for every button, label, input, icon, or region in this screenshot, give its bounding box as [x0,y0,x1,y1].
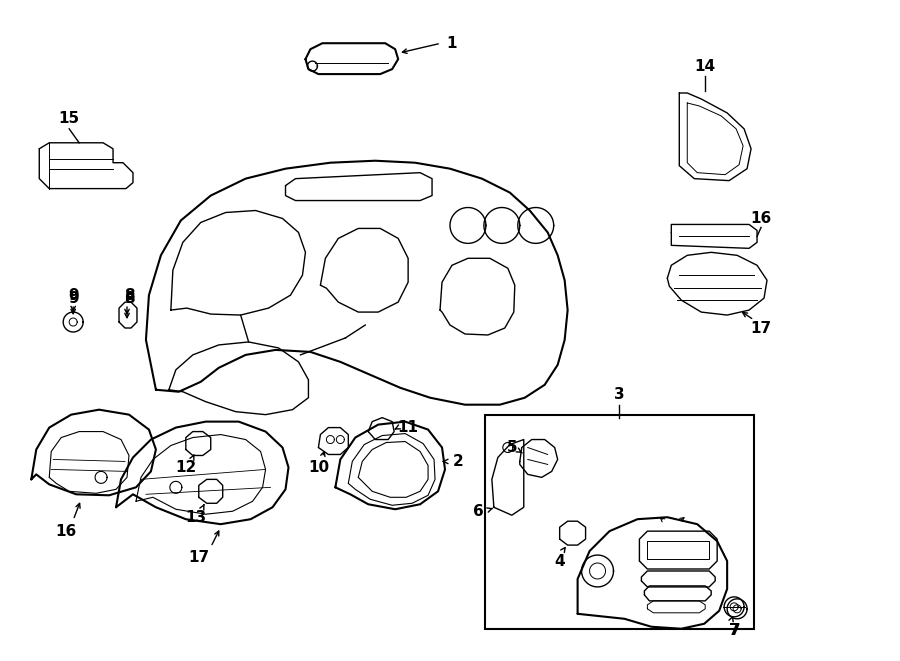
Bar [485,414,754,629]
Text: 8: 8 [123,291,134,305]
Text: 14: 14 [695,59,716,73]
Text: 7: 7 [730,623,741,639]
Text: 3: 3 [614,387,625,403]
Text: 17: 17 [751,321,771,336]
Text: 15: 15 [58,112,80,126]
Text: 5: 5 [507,440,517,455]
Text: 2: 2 [453,454,464,469]
Text: 12: 12 [176,460,196,475]
Text: 9: 9 [68,288,78,303]
Text: 1: 1 [446,36,457,51]
Text: 7: 7 [729,623,740,639]
Text: 13: 13 [185,510,206,525]
Text: 6: 6 [472,504,483,519]
Text: 4: 4 [554,553,565,568]
Text: 9: 9 [68,291,78,305]
Text: 16: 16 [751,211,771,226]
Text: 17: 17 [188,549,210,564]
Text: 11: 11 [398,420,418,435]
Text: 16: 16 [56,524,76,539]
Text: 8: 8 [123,288,134,303]
Text: 10: 10 [308,460,329,475]
